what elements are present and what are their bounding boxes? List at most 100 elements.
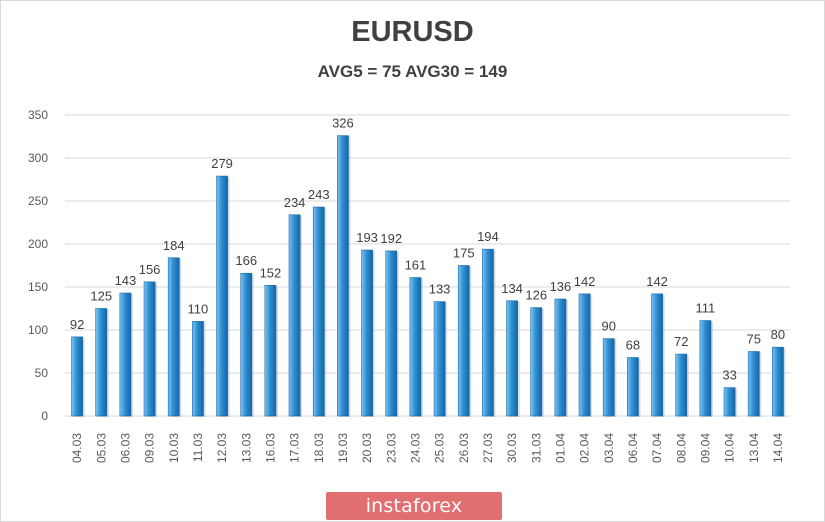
y-tick-label: 150 — [28, 280, 48, 294]
data-label: 33 — [722, 368, 736, 383]
bar — [409, 277, 422, 417]
bar — [651, 293, 663, 417]
y-tick-label: 200 — [28, 237, 48, 251]
x-tick-label: 09.03 — [143, 433, 157, 463]
x-tick-label: 30.03 — [505, 433, 519, 463]
bar — [578, 293, 591, 417]
bar — [216, 175, 228, 417]
data-label: 75 — [747, 332, 761, 347]
data-label: 90 — [602, 319, 616, 334]
x-tick-label: 06.03 — [118, 433, 132, 463]
bar — [602, 338, 615, 417]
data-label: 192 — [380, 231, 402, 246]
data-label: 279 — [211, 156, 233, 171]
x-tick-label: 01.04 — [553, 433, 567, 463]
bars — [71, 135, 786, 417]
y-tick-label: 250 — [28, 194, 48, 208]
x-tick-label: 31.03 — [529, 433, 543, 463]
x-tick-label: 20.03 — [360, 433, 374, 463]
bar — [699, 320, 712, 417]
y-tick-label: 100 — [28, 323, 48, 337]
bar — [627, 357, 639, 417]
x-tick-label: 07.04 — [650, 433, 664, 463]
data-label: 142 — [574, 274, 596, 289]
bar — [482, 248, 494, 417]
watermark-badge: instaforex — [326, 492, 502, 520]
y-tick-label: 0 — [41, 409, 48, 423]
x-axis: 04.03 05.03 06.03 09.03 10.03 11.03 12.03 13.03… — [70, 433, 785, 463]
chart-subtitle: AVG5 = 75 AVG30 = 149 — [317, 62, 508, 81]
data-label: 234 — [284, 195, 306, 210]
bar — [312, 206, 325, 417]
bar — [192, 321, 204, 417]
bar — [240, 272, 253, 417]
x-tick-label: 18.03 — [312, 433, 326, 463]
y-tick-label: 300 — [28, 151, 48, 165]
x-tick-label: 19.03 — [336, 433, 350, 463]
data-label: 68 — [626, 338, 640, 353]
bar — [95, 308, 108, 417]
data-label: 156 — [139, 262, 161, 277]
x-tick-label: 26.03 — [457, 433, 471, 463]
data-label: 136 — [550, 279, 572, 294]
bar — [288, 214, 301, 417]
data-label: 166 — [235, 253, 257, 268]
chart-title: EURUSD — [351, 16, 474, 48]
bar — [506, 300, 518, 417]
data-label: 72 — [674, 334, 688, 349]
x-tick-label: 04.03 — [70, 433, 84, 463]
x-tick-label: 11.03 — [191, 433, 205, 462]
x-tick-label: 12.03 — [215, 433, 229, 463]
x-tick-label: 02.04 — [578, 433, 592, 463]
data-label: 80 — [771, 327, 785, 342]
bar — [337, 135, 349, 417]
y-tick-label: 350 — [28, 108, 48, 122]
y-tick-label: 50 — [35, 366, 49, 380]
data-label: 193 — [356, 230, 378, 245]
data-label: 175 — [453, 246, 475, 261]
x-tick-label: 13.04 — [747, 433, 761, 463]
bar — [723, 387, 736, 417]
x-tick-label: 24.03 — [408, 433, 422, 463]
x-tick-label: 05.03 — [94, 433, 108, 463]
data-label: 326 — [332, 116, 354, 131]
bar — [554, 298, 567, 417]
data-label: 126 — [525, 288, 547, 303]
bar — [264, 284, 277, 417]
bar — [675, 353, 688, 417]
bar — [772, 346, 784, 417]
data-label: 92 — [70, 317, 84, 332]
x-tick-label: 23.03 — [384, 433, 398, 463]
x-tick-label: 27.03 — [481, 433, 495, 463]
x-tick-label: 14.04 — [771, 433, 785, 463]
x-tick-label: 16.03 — [263, 433, 277, 463]
data-label: 194 — [477, 229, 499, 244]
data-label: 111 — [696, 301, 716, 316]
x-tick-label: 06.04 — [626, 433, 640, 463]
data-label: 152 — [260, 265, 282, 280]
bar — [167, 257, 180, 417]
bar — [457, 265, 470, 417]
data-label: 161 — [405, 258, 427, 273]
x-tick-label: 08.04 — [674, 433, 688, 463]
bar — [71, 336, 83, 417]
bar — [119, 292, 132, 417]
x-tick-label: 13.03 — [239, 433, 253, 463]
data-label: 184 — [163, 238, 185, 253]
bar — [433, 301, 446, 417]
data-label: 110 — [188, 301, 209, 316]
bar — [361, 249, 373, 417]
data-label: 125 — [90, 289, 112, 304]
watermark-text: instaforex — [365, 495, 463, 517]
y-axis: 0 50 100 150 200 250 300 350 — [28, 108, 48, 423]
data-label: 143 — [115, 273, 137, 288]
gridlines — [65, 114, 790, 417]
x-tick-label: 10.03 — [167, 433, 181, 463]
data-label: 134 — [501, 281, 523, 296]
data-label: 142 — [646, 274, 668, 289]
bar — [385, 250, 398, 417]
data-label: 133 — [429, 282, 451, 297]
